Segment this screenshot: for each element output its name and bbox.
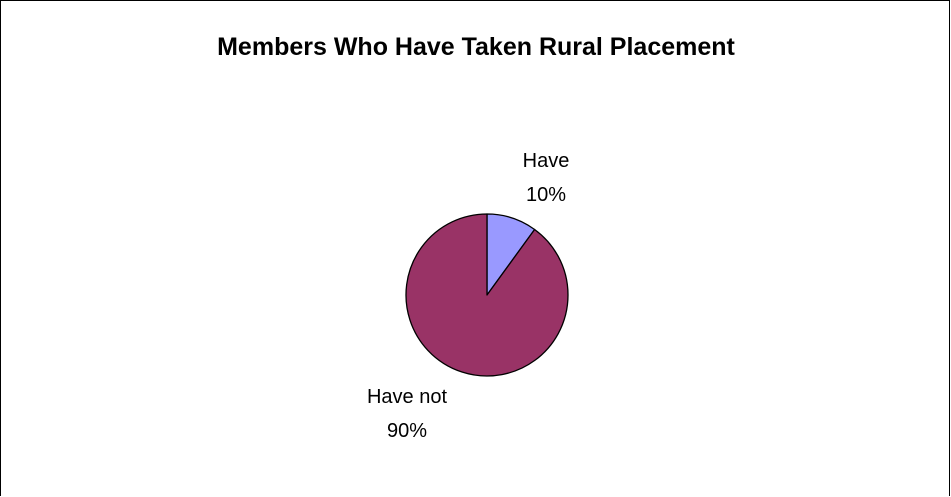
slice-value-have: 10% [526, 184, 566, 206]
pie-labels: Have 10% Have not 90% [367, 150, 569, 442]
chart-title: Members Who Have Taken Rural Placement [217, 33, 735, 61]
slice-label-have-not: Have not [367, 386, 447, 408]
slice-label-have: Have [523, 150, 570, 172]
pie-slice-have-not [405, 213, 569, 377]
pie-slices [405, 213, 569, 377]
slice-value-have-not: 90% [387, 420, 427, 442]
